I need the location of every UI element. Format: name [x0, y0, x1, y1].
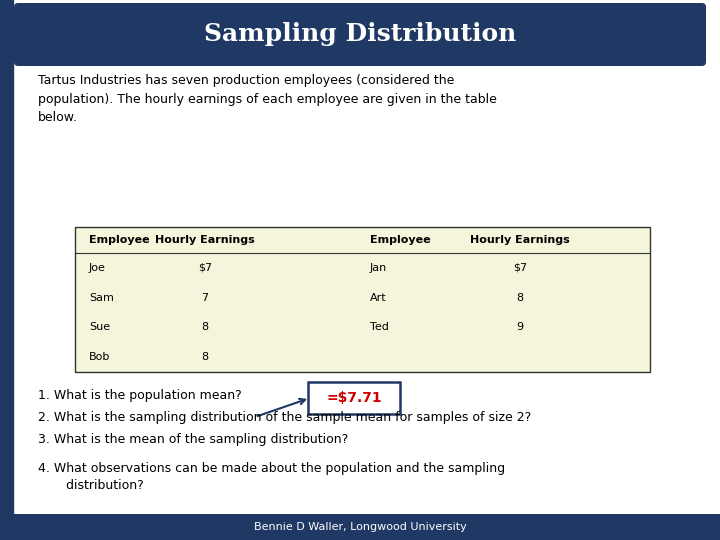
Text: Hourly Earnings: Hourly Earnings	[470, 235, 570, 245]
Text: Sam: Sam	[89, 293, 114, 302]
Text: 2. What is the sampling distribution of the sample mean for samples of size 2?: 2. What is the sampling distribution of …	[38, 411, 531, 424]
FancyBboxPatch shape	[308, 382, 400, 414]
Text: 4. What observations can be made about the population and the sampling
       di: 4. What observations can be made about t…	[38, 462, 505, 492]
Text: Employee: Employee	[370, 235, 431, 245]
Text: Sue: Sue	[89, 322, 110, 333]
Text: Sampling Distribution: Sampling Distribution	[204, 23, 516, 46]
Text: $7: $7	[513, 263, 527, 273]
Text: 8: 8	[202, 322, 209, 333]
Text: Bennie D Waller, Longwood University: Bennie D Waller, Longwood University	[253, 522, 467, 532]
Bar	[75, 227, 650, 372]
FancyBboxPatch shape	[14, 3, 706, 66]
Text: 9: 9	[516, 322, 523, 333]
Bar	[0, 0, 13, 540]
Bar	[0, 514, 720, 540]
Text: Art: Art	[370, 293, 387, 302]
Text: Tartus Industries has seven production employees (considered the
population). Th: Tartus Industries has seven production e…	[38, 74, 497, 124]
Text: Joe: Joe	[89, 263, 106, 273]
Text: Bob: Bob	[89, 352, 110, 362]
Text: $7: $7	[198, 263, 212, 273]
Text: =$7.71: =$7.71	[326, 391, 382, 405]
Text: 3. What is the mean of the sampling distribution?: 3. What is the mean of the sampling dist…	[38, 434, 348, 447]
Text: 8: 8	[202, 352, 209, 362]
Text: Hourly Earnings: Hourly Earnings	[155, 235, 255, 245]
Text: Employee: Employee	[89, 235, 150, 245]
Text: Jan: Jan	[370, 263, 387, 273]
Text: Ted: Ted	[370, 322, 389, 333]
Text: 8: 8	[516, 293, 523, 302]
Text: 7: 7	[202, 293, 209, 302]
Text: 1. What is the population mean?: 1. What is the population mean?	[38, 389, 242, 402]
